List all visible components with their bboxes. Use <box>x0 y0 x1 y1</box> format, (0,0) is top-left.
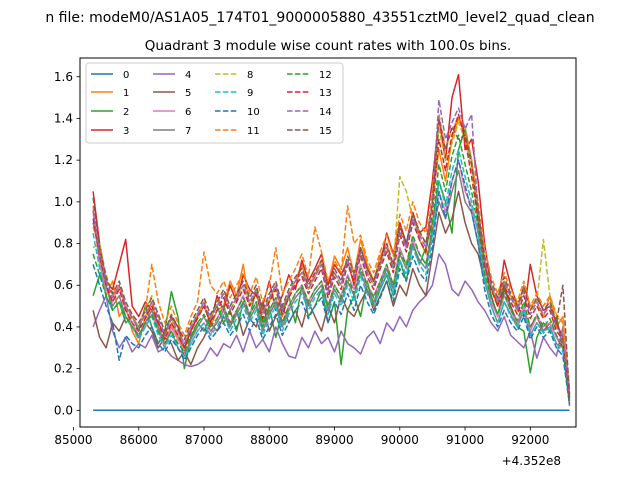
figure-suptitle: n file: modeM0/AS1A05_174T01_9000005880_… <box>45 10 594 26</box>
legend-label-14: 14 <box>319 107 332 118</box>
legend-label-4: 4 <box>185 70 191 81</box>
legend-label-0: 0 <box>123 70 129 81</box>
legend-label-7: 7 <box>185 126 191 137</box>
legend-label-9: 9 <box>247 88 253 99</box>
legend-label-13: 13 <box>319 88 332 99</box>
y-tick-label: 0.4 <box>54 320 73 334</box>
series-line-11 <box>92 113 571 394</box>
legend-label-12: 12 <box>319 70 332 81</box>
legend-label-2: 2 <box>123 107 129 118</box>
x-tick-label: 87000 <box>185 433 223 447</box>
x-tick-label: 91000 <box>446 433 484 447</box>
y-tick-label: 1.2 <box>54 153 73 167</box>
x-tick-label: 85000 <box>54 433 92 447</box>
y-tick-label: 0.2 <box>54 362 73 376</box>
x-axis: 85000 86000 87000 88000 89000 90000 91000 92000 <box>54 427 549 447</box>
chart-title: Quadrant 3 module wise count rates with … <box>145 38 511 54</box>
legend-frame <box>85 62 344 144</box>
y-axis: 0.0 0.2 0.4 0.6 0.8 1.0 1.2 1.4 1.6 <box>54 70 80 417</box>
series-line-9 <box>92 148 571 403</box>
y-tick-label: 1.0 <box>54 195 73 209</box>
legend-label-5: 5 <box>185 88 191 99</box>
series-group <box>92 73 571 412</box>
y-tick-label: 0.8 <box>54 237 73 251</box>
legend-label-1: 1 <box>123 88 129 99</box>
series-line-12 <box>92 134 571 400</box>
series-line-13 <box>92 113 571 398</box>
x-tick-label: 86000 <box>120 433 158 447</box>
legend-label-11: 11 <box>247 126 260 137</box>
series-line-15 <box>92 117 571 396</box>
series-line-10 <box>92 159 571 405</box>
series-line-4 <box>92 253 571 407</box>
legend-label-6: 6 <box>185 107 191 118</box>
x-tick-label: 88000 <box>250 433 288 447</box>
y-tick-label: 1.6 <box>54 70 73 84</box>
y-tick-label: 1.4 <box>54 111 73 125</box>
y-tick-label: 0.6 <box>54 278 73 292</box>
x-tick-label: 89000 <box>315 433 353 447</box>
plot-area <box>79 57 577 428</box>
legend-label-3: 3 <box>123 126 129 137</box>
legend-label-15: 15 <box>319 126 332 137</box>
series-line-14 <box>92 98 571 396</box>
x-tick-label: 92000 <box>511 433 549 447</box>
y-tick-label: 0.0 <box>54 403 73 417</box>
axes-frame <box>79 57 577 428</box>
x-offset-label: +4.352e8 <box>502 454 561 468</box>
legend-label-10: 10 <box>247 107 260 118</box>
legend-label-8: 8 <box>247 70 253 81</box>
x-tick-label: 90000 <box>381 433 419 447</box>
